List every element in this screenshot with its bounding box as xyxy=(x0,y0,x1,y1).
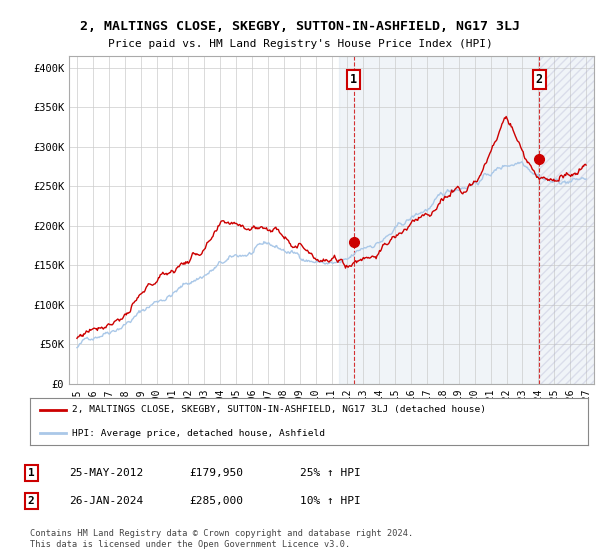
Text: HPI: Average price, detached house, Ashfield: HPI: Average price, detached house, Ashf… xyxy=(72,429,325,438)
Text: 2: 2 xyxy=(28,496,35,506)
Text: 2, MALTINGS CLOSE, SKEGBY, SUTTON-IN-ASHFIELD, NG17 3LJ: 2, MALTINGS CLOSE, SKEGBY, SUTTON-IN-ASH… xyxy=(80,20,520,32)
Text: 2: 2 xyxy=(536,73,543,86)
Text: £285,000: £285,000 xyxy=(189,496,243,506)
Bar xyxy=(539,52,600,384)
Text: 26-JAN-2024: 26-JAN-2024 xyxy=(69,496,143,506)
Bar xyxy=(340,56,600,384)
Text: 10% ↑ HPI: 10% ↑ HPI xyxy=(300,496,361,506)
Bar xyxy=(539,56,600,384)
Text: 25-MAY-2012: 25-MAY-2012 xyxy=(69,468,143,478)
Text: 1: 1 xyxy=(350,73,357,86)
Text: 2, MALTINGS CLOSE, SKEGBY, SUTTON-IN-ASHFIELD, NG17 3LJ (detached house): 2, MALTINGS CLOSE, SKEGBY, SUTTON-IN-ASH… xyxy=(72,405,486,414)
Text: £179,950: £179,950 xyxy=(189,468,243,478)
Text: Price paid vs. HM Land Registry's House Price Index (HPI): Price paid vs. HM Land Registry's House … xyxy=(107,39,493,49)
Text: 25% ↑ HPI: 25% ↑ HPI xyxy=(300,468,361,478)
Text: 1: 1 xyxy=(28,468,35,478)
Text: Contains HM Land Registry data © Crown copyright and database right 2024.
This d: Contains HM Land Registry data © Crown c… xyxy=(30,529,413,549)
